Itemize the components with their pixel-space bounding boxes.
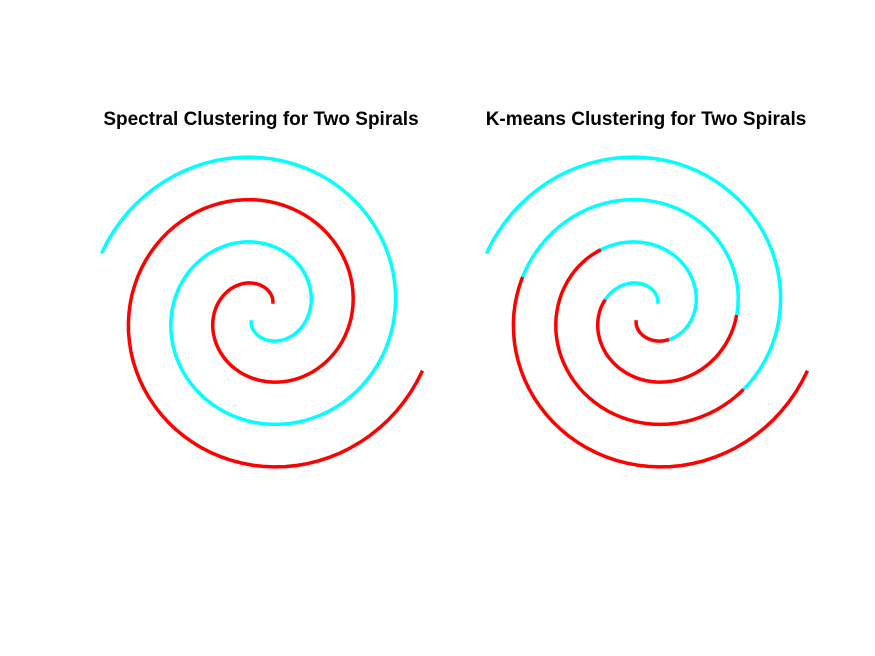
series-1-segment-0 (603, 281, 660, 305)
series-3-segment-1 (484, 155, 783, 391)
series-0-segment-0 (126, 197, 425, 469)
kmeans-title: K-means Clustering for Two Spirals (486, 109, 807, 130)
series-0-segment-1 (511, 276, 810, 469)
series-1-segment-1 (521, 197, 740, 316)
spectral-plot: Spectral Clustering for Two Spirals (99, 109, 425, 469)
kmeans-plot: K-means Clustering for Two Spirals (484, 109, 810, 469)
kmeans-spiral-area (484, 155, 810, 469)
series-0-segment-0 (595, 298, 739, 384)
series-2-segment-1 (554, 248, 745, 427)
series-3-segment-0 (600, 240, 699, 342)
series-1-segment-0 (99, 155, 398, 427)
spectral-spiral-area (99, 155, 425, 469)
series-2-segment-0 (634, 319, 670, 343)
spectral-title: Spectral Clustering for Two Spirals (103, 109, 418, 130)
